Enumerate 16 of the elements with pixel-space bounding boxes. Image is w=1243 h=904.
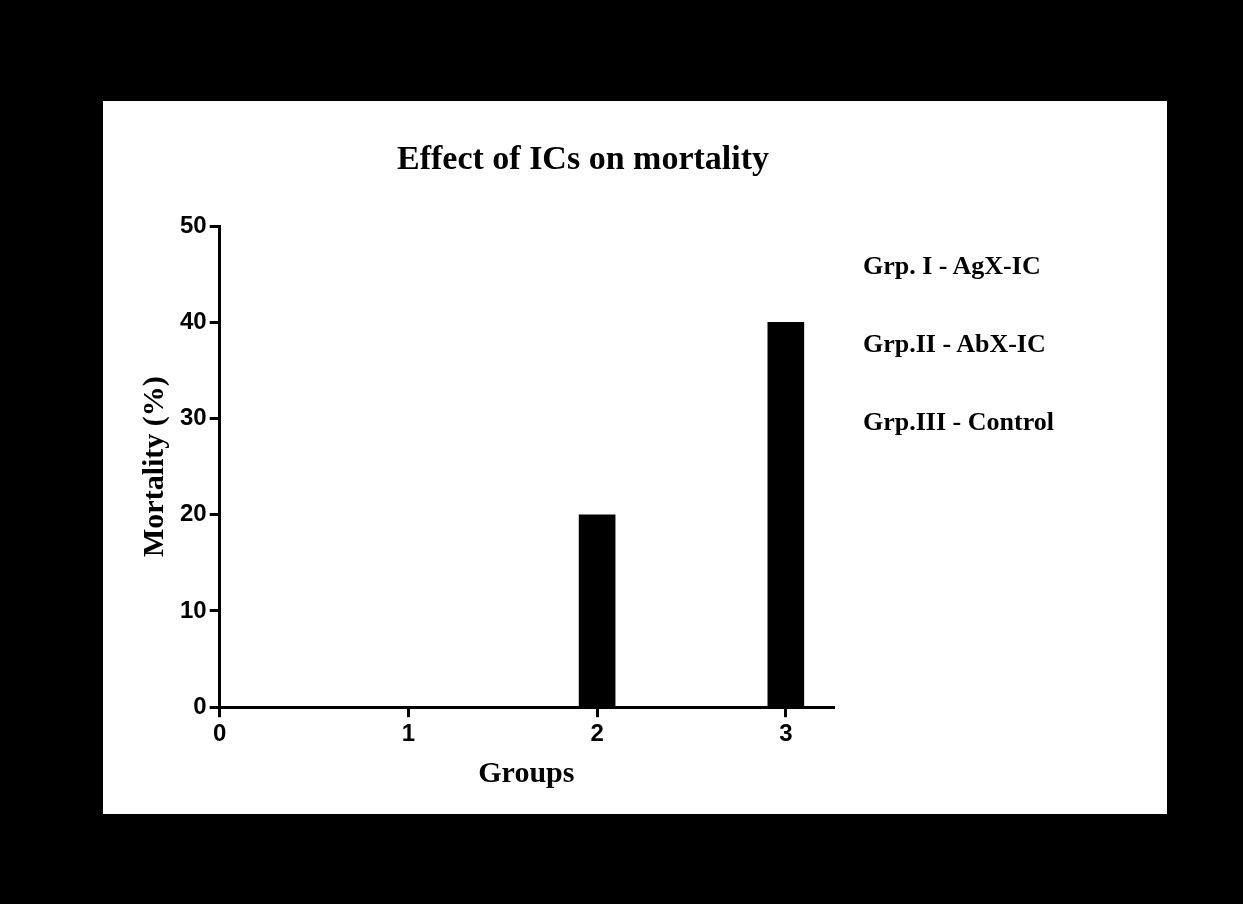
x-tick-label: 3 <box>779 719 793 747</box>
x-tick-label: 2 <box>590 719 604 747</box>
y-tick-label: 0 <box>193 691 207 719</box>
y-tick-label: 20 <box>179 499 207 527</box>
text: Grp.III - Control <box>863 407 1054 437</box>
y-tick-label: 40 <box>179 306 207 334</box>
y-axis-title: Mortality (%) <box>135 376 170 557</box>
chart-title: Effect of ICs on mortality <box>396 139 770 177</box>
y-tick-label: 30 <box>179 403 207 431</box>
text: Grp.II - AbX-IC <box>863 329 1047 359</box>
y-tick-label: 50 <box>179 210 207 238</box>
y-tick-label: 10 <box>179 595 207 623</box>
x-tick-label: 0 <box>213 719 227 747</box>
text: Grp. I - AgX-IC <box>863 251 1042 281</box>
x-axis-title: Groups <box>478 754 575 788</box>
x-tick-label: 1 <box>401 719 416 747</box>
